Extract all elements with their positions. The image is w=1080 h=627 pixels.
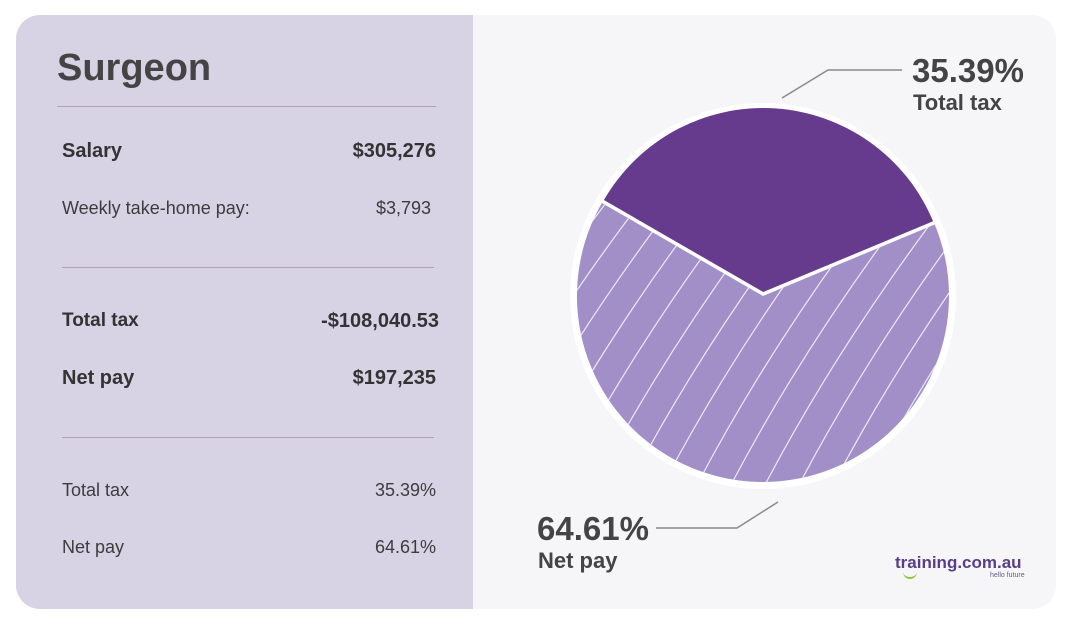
brand-tagline: hello future bbox=[990, 572, 1025, 579]
total-tax-label: Total tax bbox=[62, 310, 139, 331]
pie-slice-total-tax bbox=[603, 108, 934, 293]
net-pay-value: $197,235 bbox=[352, 367, 436, 389]
net-pay-label: Net pay bbox=[62, 367, 135, 389]
net-leader-line bbox=[656, 501, 779, 529]
hatch-line bbox=[239, 76, 539, 516]
tax-leader-line bbox=[781, 69, 902, 99]
weekly-value: $3,793 bbox=[375, 198, 431, 218]
weekly-label: Weekly take-home pay: bbox=[62, 198, 250, 218]
hatch-line bbox=[714, 203, 949, 482]
total-tax-row: Total tax -$108,040.53 bbox=[62, 310, 442, 340]
hatch-line bbox=[782, 203, 949, 482]
hatch-line bbox=[576, 203, 608, 482]
divider bbox=[62, 267, 434, 268]
divider bbox=[57, 106, 436, 107]
salary-label: Salary bbox=[62, 140, 123, 162]
hatch-line bbox=[680, 203, 949, 482]
total-tax-value: -$108,040.53 bbox=[321, 310, 439, 332]
hatch-line bbox=[576, 203, 812, 482]
hatch-line bbox=[748, 203, 949, 482]
net-pct-row: Net pay 64.61% bbox=[62, 537, 442, 567]
hatch-line bbox=[205, 76, 505, 516]
net-slice-label: Net pay bbox=[538, 548, 618, 573]
net-pay-row: Net pay $197,235 bbox=[62, 367, 442, 397]
hatch-line bbox=[1021, 76, 1080, 516]
tax-slice-percent: 35.39% bbox=[912, 52, 1024, 89]
hatch-line bbox=[646, 203, 948, 482]
salary-value: $305,276 bbox=[352, 140, 436, 162]
page-title: Surgeon bbox=[57, 47, 212, 89]
tax-slice-label: Total tax bbox=[913, 90, 1002, 115]
net-pct-value: 64.61% bbox=[374, 537, 436, 557]
salary-row: Salary $305,276 bbox=[62, 140, 442, 170]
hatch-line bbox=[953, 76, 1080, 516]
hatch-line bbox=[987, 76, 1080, 516]
divider bbox=[62, 437, 434, 438]
summary-panel bbox=[16, 15, 473, 609]
hatch-line bbox=[273, 76, 573, 516]
net-pct-label: Net pay bbox=[62, 537, 125, 557]
hatch-line bbox=[816, 203, 949, 482]
hatch-line bbox=[576, 203, 778, 482]
brand-logo: training.com.au bbox=[895, 553, 1022, 572]
net-slice-percent: 64.61% bbox=[537, 510, 649, 547]
brand-smile-icon bbox=[903, 572, 917, 579]
tax-pct-value: 35.39% bbox=[374, 480, 436, 500]
tax-pct-label: Total tax bbox=[62, 480, 130, 500]
weekly-row: Weekly take-home pay: $3,793 bbox=[62, 198, 442, 228]
tax-pct-row: Total tax 35.39% bbox=[62, 480, 442, 510]
